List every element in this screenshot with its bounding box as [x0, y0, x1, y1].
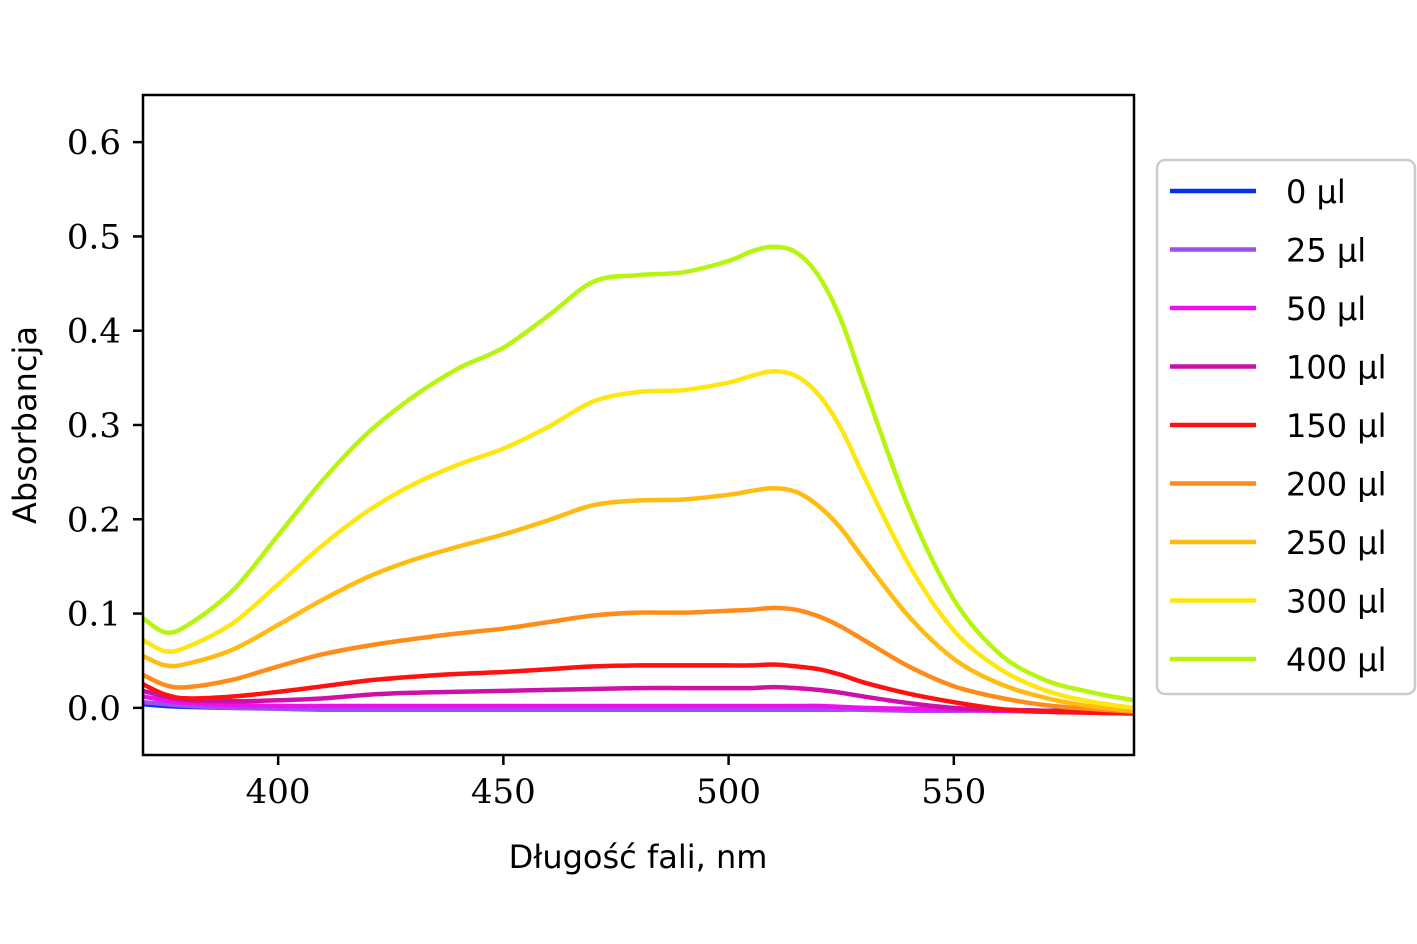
plot-frame [141, 93, 1136, 757]
legend-label-0: 0 μl [1286, 173, 1346, 211]
y-tick-label: 0.4 [67, 312, 121, 352]
x-tick-label: 500 [696, 772, 761, 812]
y-axis-title: Absorbancja [6, 326, 44, 524]
y-tick-label: 0.3 [67, 406, 121, 446]
series-lines [143, 244, 1134, 716]
series-line-5 [143, 605, 1134, 714]
legend-label-2: 50 μl [1286, 290, 1366, 328]
x-tick-label: 450 [471, 772, 536, 812]
series-line-8 [143, 244, 1134, 703]
x-tick-label: 400 [246, 772, 311, 812]
series-line-2 [143, 694, 1134, 716]
legend: 0 μl 25 μl 50 μl 100 μl 150 μl 200 μl 250 μl 30… [1155, 158, 1417, 696]
x-axis-title: Długość fali, nm [509, 838, 768, 876]
legend-box [1155, 158, 1417, 696]
x-axis-ticks: 400 450 500 550 [246, 755, 986, 812]
legend-label-8: 400 μl [1286, 641, 1387, 679]
legend-label-3: 100 μl [1286, 349, 1387, 387]
y-tick-label: 0.5 [67, 217, 121, 257]
y-axis-ticks: 0.0 0.1 0.2 0.3 0.4 0.5 0.6 [67, 123, 143, 729]
y-tick-label: 0.0 [67, 689, 121, 729]
legend-label-4: 150 μl [1286, 407, 1387, 445]
legend-label-7: 300 μl [1286, 583, 1387, 621]
legend-label-1: 25 μl [1286, 232, 1366, 270]
y-tick-label: 0.2 [67, 500, 121, 540]
series-line-4 [143, 662, 1134, 716]
legend-label-6: 250 μl [1286, 524, 1387, 562]
x-tick-label: 550 [921, 772, 986, 812]
y-tick-label: 0.1 [67, 595, 121, 635]
series-line-3 [143, 684, 1134, 715]
series-line-6 [143, 485, 1134, 713]
legend-label-5: 200 μl [1286, 466, 1387, 504]
y-tick-label: 0.6 [67, 123, 121, 163]
series-line-7 [143, 369, 1134, 711]
